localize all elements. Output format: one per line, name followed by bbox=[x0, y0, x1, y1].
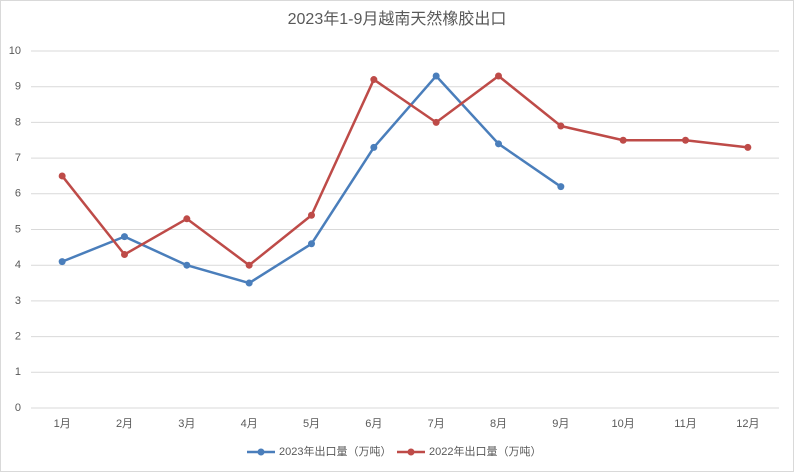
point bbox=[432, 72, 440, 80]
x-tick-label: 11月 bbox=[674, 418, 696, 430]
point bbox=[308, 211, 315, 219]
y-tick-label: 2 bbox=[15, 331, 21, 343]
chart-title: 2023年1-9月越南天然橡胶出口 bbox=[288, 10, 507, 28]
y-tick-label: 5 bbox=[15, 223, 21, 235]
point bbox=[58, 172, 66, 180]
y-tick-label: 4 bbox=[15, 259, 21, 271]
point bbox=[183, 215, 191, 223]
point bbox=[557, 122, 565, 130]
legend-label: 2023年出口量（万吨） bbox=[279, 444, 391, 458]
x-tick-label: 2月 bbox=[116, 418, 133, 430]
legend-marker bbox=[407, 448, 415, 456]
y-tick-label: 3 bbox=[15, 295, 21, 307]
y-tick-label: 7 bbox=[15, 152, 21, 164]
point bbox=[557, 183, 565, 191]
y-tick-label: 9 bbox=[15, 81, 21, 93]
point bbox=[58, 258, 66, 266]
point bbox=[245, 261, 253, 269]
legend-label: 2022年出口量（万吨） bbox=[429, 444, 541, 458]
x-tick-label: 1月 bbox=[54, 418, 71, 430]
point bbox=[245, 279, 253, 287]
x-tick-label: 12月 bbox=[736, 418, 759, 430]
point bbox=[183, 261, 191, 269]
x-tick-label: 7月 bbox=[428, 418, 445, 430]
x-tick-label: 6月 bbox=[365, 418, 382, 430]
series-line bbox=[61, 74, 748, 267]
point bbox=[744, 143, 752, 151]
point bbox=[432, 118, 440, 126]
point bbox=[495, 140, 502, 148]
y-tick-label: 0 bbox=[15, 402, 21, 414]
point bbox=[308, 240, 315, 248]
y-tick-label: 6 bbox=[15, 188, 21, 200]
point bbox=[370, 76, 378, 84]
x-tick-label: 5月 bbox=[303, 418, 320, 430]
point bbox=[121, 233, 128, 241]
point bbox=[682, 136, 689, 144]
y-tick-label: 8 bbox=[15, 116, 21, 128]
x-tick-label: 4月 bbox=[241, 418, 258, 430]
point bbox=[619, 136, 627, 144]
y-tick-label: 10 bbox=[9, 45, 21, 57]
x-tick-label: 3月 bbox=[178, 418, 195, 430]
point bbox=[370, 143, 378, 151]
x-tick-label: 9月 bbox=[552, 418, 569, 430]
legend-marker bbox=[257, 448, 265, 456]
x-tick-label: 8月 bbox=[490, 418, 507, 430]
x-tick-label: 10月 bbox=[612, 418, 635, 430]
point bbox=[495, 72, 502, 80]
point bbox=[121, 250, 128, 258]
y-tick-label: 1 bbox=[15, 366, 21, 378]
